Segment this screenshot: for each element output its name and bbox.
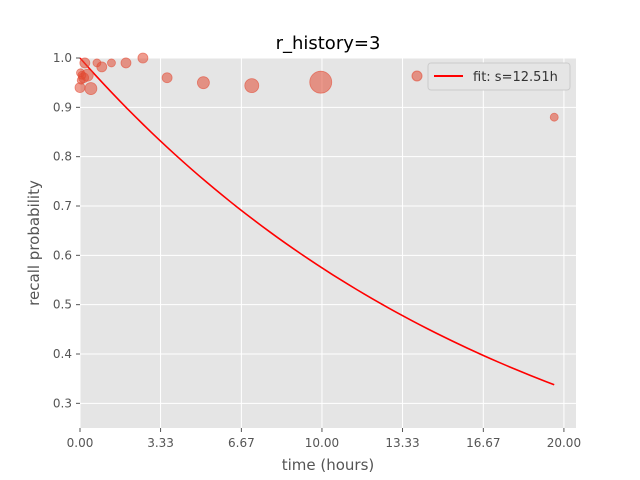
y-tick-label: 0.6: [53, 248, 72, 262]
y-tick-label: 0.8: [53, 150, 72, 164]
data-point: [107, 58, 116, 68]
data-point: [84, 82, 98, 95]
grid-lines: [79, 57, 576, 428]
data-point: [161, 72, 173, 84]
data-point: [96, 61, 108, 73]
legend: fit: s=12.51h: [411, 62, 571, 91]
legend-point-marker: [411, 70, 423, 82]
y-tick-label: 0.9: [53, 100, 72, 114]
data-points: [74, 52, 559, 122]
data-point: [309, 70, 333, 94]
x-axis-title: time (hours): [282, 456, 375, 474]
x-tick-label: 13.33: [385, 436, 419, 450]
y-axis-title: recall probability: [25, 180, 43, 306]
fit-line-layer: [79, 57, 555, 386]
data-point: [137, 52, 149, 64]
legend-box: [427, 62, 571, 91]
y-axis-ticks: 0.3 0.4 0.5 0.6 0.7 0.8 0.9 1.0: [53, 51, 80, 410]
y-tick-label: 0.5: [53, 298, 72, 312]
fit-line: [79, 57, 555, 386]
data-point: [244, 78, 260, 94]
data-point: [196, 76, 210, 90]
x-axis-ticks: 0.00 3.33 6.67 10.00 13.33 16.67 20.00: [67, 428, 581, 450]
x-tick-label: 10.00: [305, 436, 339, 450]
y-tick-label: 1.0: [53, 51, 72, 65]
legend-fit-label: fit: s=12.51h: [473, 70, 558, 85]
data-point: [79, 57, 91, 69]
x-tick-label: 3.33: [147, 436, 174, 450]
chart-title: r_history=3: [276, 33, 381, 54]
y-tick-label: 0.4: [53, 347, 72, 361]
x-tick-label: 20.00: [547, 436, 581, 450]
y-tick-label: 0.7: [53, 199, 72, 213]
plot-area: [80, 58, 576, 428]
data-point: [120, 57, 132, 69]
x-tick-label: 16.67: [466, 436, 500, 450]
y-tick-label: 0.3: [53, 396, 72, 410]
x-tick-label: 6.67: [228, 436, 255, 450]
data-point: [80, 68, 94, 82]
data-point: [549, 112, 559, 122]
x-tick-label: 0.00: [67, 436, 94, 450]
